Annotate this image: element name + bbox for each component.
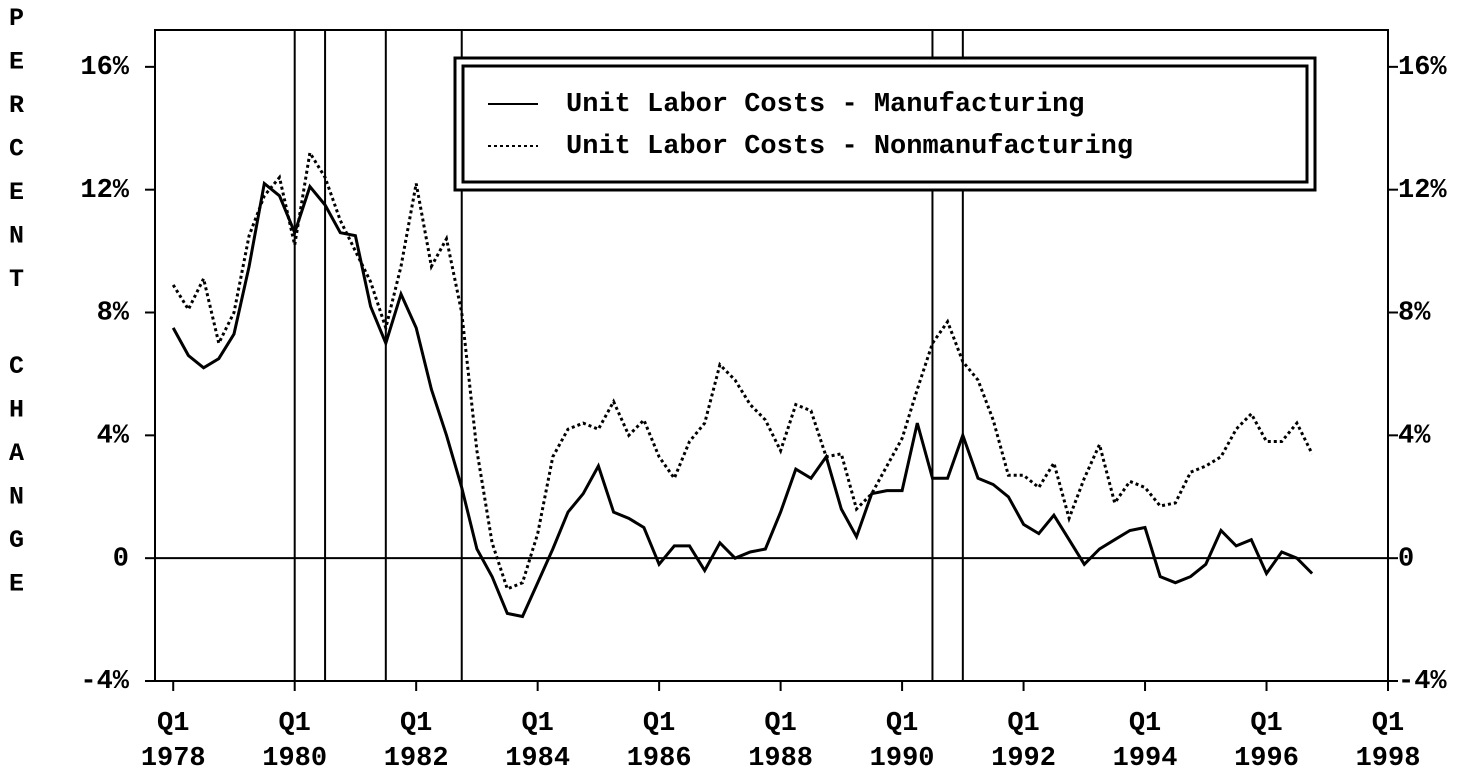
x-tick-label: 1982 xyxy=(384,744,449,774)
x-tick-label: 1980 xyxy=(262,744,327,774)
x-tick-label: 1996 xyxy=(1234,744,1299,774)
x-tick-label: Q1 xyxy=(521,709,553,739)
data-line xyxy=(171,180,1314,619)
x-tick-label: Q1 xyxy=(1129,709,1161,739)
legend-box-inner xyxy=(461,64,1309,184)
x-tick-label: 1998 xyxy=(1356,744,1421,774)
data-line xyxy=(171,148,1314,591)
y-tick-label: 16% xyxy=(80,53,129,83)
x-tick-label: 1992 xyxy=(991,744,1056,774)
x-tick-label: 1990 xyxy=(870,744,935,774)
x-tick-label: 1994 xyxy=(1113,744,1178,774)
y2-tick-label: 16% xyxy=(1398,53,1447,83)
x-tick-label: Q1 xyxy=(886,709,918,739)
y2-tick-label: 4% xyxy=(1398,421,1431,451)
x-tick-label: 1984 xyxy=(505,744,570,774)
y2-tick-label: -4% xyxy=(1398,667,1447,697)
y2-tick-label: 12% xyxy=(1398,176,1447,206)
x-tick-label: Q1 xyxy=(278,709,310,739)
y-tick-label: 8% xyxy=(97,299,130,329)
x-tick-label: 1986 xyxy=(627,744,692,774)
x-tick-label: Q1 xyxy=(1372,709,1404,739)
y-axis-label: PERCENT CHANGE xyxy=(2,4,31,613)
plot-frame xyxy=(154,29,1389,682)
x-tick-label: Q1 xyxy=(400,709,432,739)
x-tick-label: Q1 xyxy=(1250,709,1282,739)
legend: Unit Labor Costs - Manufacturing Unit Lab… xyxy=(453,56,1317,192)
x-tick-label: 1978 xyxy=(141,744,206,774)
legend-box xyxy=(453,56,1317,192)
y-tick-label: 12% xyxy=(80,176,129,206)
y-tick-label: 0 xyxy=(113,544,129,574)
x-tick-label: Q1 xyxy=(764,709,796,739)
x-tick-label: Q1 xyxy=(1007,709,1039,739)
y2-tick-label: 8% xyxy=(1398,299,1431,329)
legend-label: Unit Labor Costs - Manufacturing xyxy=(566,90,1084,120)
y2-tick-label: 0 xyxy=(1398,544,1414,574)
y-tick-label: -4% xyxy=(80,667,129,697)
legend-label: Unit Labor Costs - Nonmanufacturing xyxy=(566,132,1133,162)
y-tick-label: 4% xyxy=(97,421,130,451)
x-tick-label: 1988 xyxy=(748,744,813,774)
x-tick-label: Q1 xyxy=(643,709,675,739)
x-tick-label: Q1 xyxy=(157,709,189,739)
